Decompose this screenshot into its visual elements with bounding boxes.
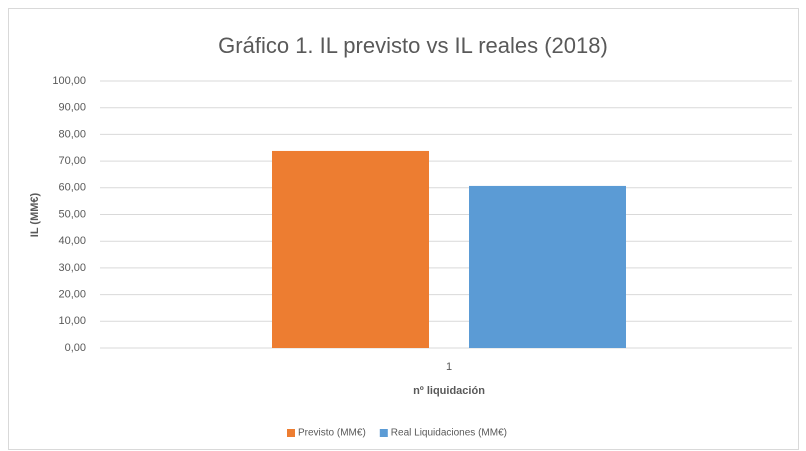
y-tick-label: 70,00 — [58, 155, 86, 167]
legend-label: Previsto (MM€) — [298, 428, 366, 439]
x-tick-label: 1 — [446, 361, 452, 373]
legend-swatch — [287, 429, 295, 437]
legend-label: Real Liquidaciones (MM€) — [391, 428, 507, 439]
y-axis-label: IL (MM€) — [29, 192, 41, 237]
y-tick-label: 50,00 — [58, 208, 86, 220]
bar — [469, 185, 626, 348]
x-axis-label: nº liquidación — [413, 385, 485, 397]
y-tick-label: 30,00 — [58, 262, 86, 274]
y-tick-label: 10,00 — [58, 315, 86, 327]
y-tick-label: 0,00 — [65, 342, 86, 354]
bar — [272, 150, 429, 348]
y-tick-label: 90,00 — [58, 102, 86, 114]
chart-title: Gráfico 1. IL previsto vs IL reales (201… — [218, 33, 608, 58]
y-tick-label: 80,00 — [58, 128, 86, 140]
y-tick-label: 60,00 — [58, 182, 86, 194]
legend-swatch — [379, 429, 388, 437]
y-tick-label: 40,00 — [58, 235, 86, 247]
y-tick-label: 100,00 — [52, 75, 86, 87]
y-tick-label: 20,00 — [58, 289, 86, 301]
